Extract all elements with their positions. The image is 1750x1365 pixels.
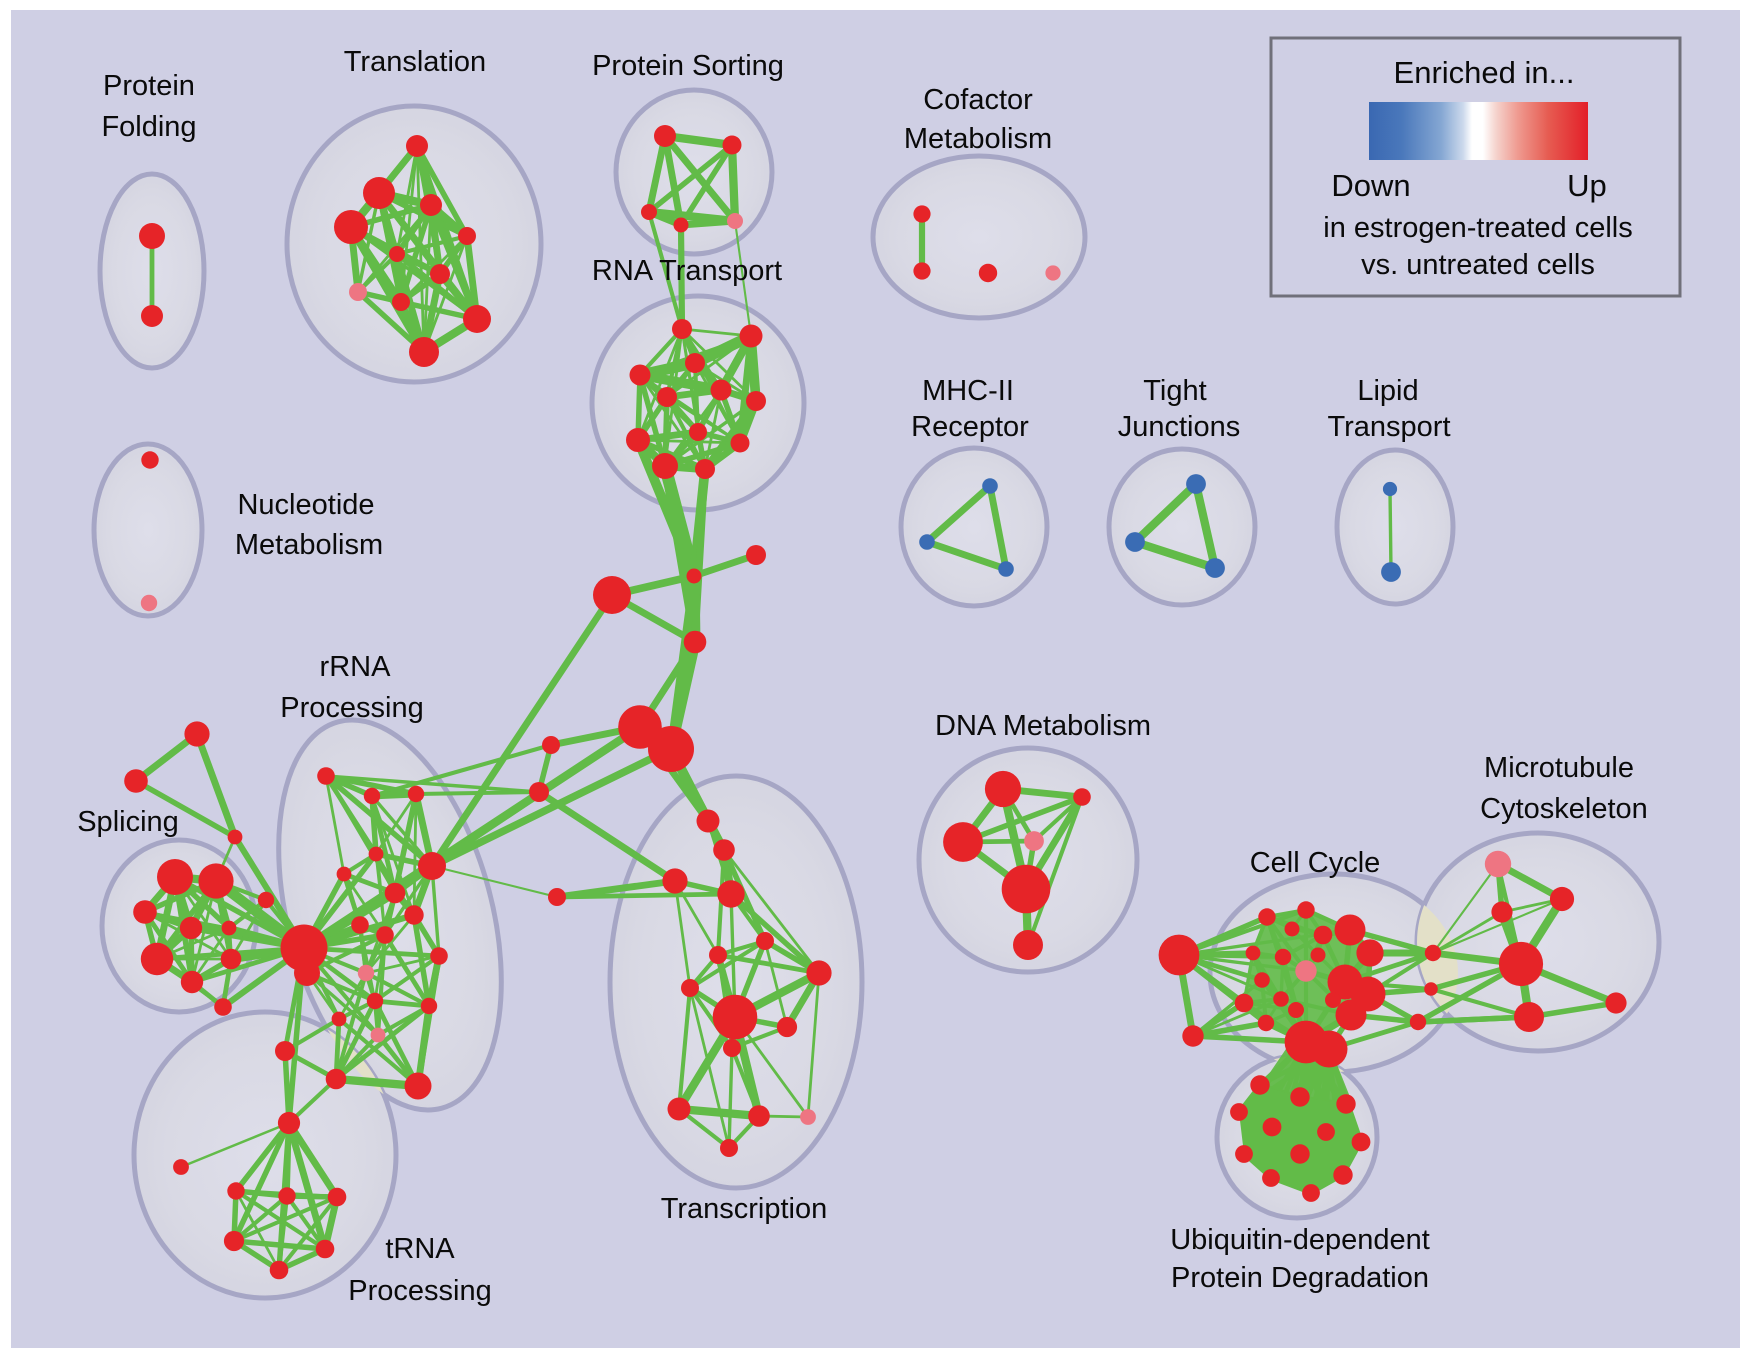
svg-text:DNA Metabolism: DNA Metabolism — [935, 710, 1151, 742]
svg-text:Processing: Processing — [348, 1275, 491, 1307]
svg-text:Junctions: Junctions — [1118, 411, 1241, 443]
svg-text:Transcription: Transcription — [661, 1193, 828, 1225]
svg-text:Cytoskeleton: Cytoskeleton — [1480, 793, 1648, 825]
svg-text:Transport: Transport — [1327, 411, 1450, 443]
svg-text:Folding: Folding — [101, 111, 196, 143]
svg-text:tRNA: tRNA — [385, 1233, 455, 1265]
svg-text:Ubiquitin-dependent: Ubiquitin-dependent — [1170, 1224, 1430, 1256]
svg-text:Protein: Protein — [103, 70, 195, 102]
svg-text:Receptor: Receptor — [911, 411, 1029, 443]
svg-text:Protein Degradation: Protein Degradation — [1171, 1262, 1429, 1294]
svg-text:in estrogen-treated cells: in estrogen-treated cells — [1323, 212, 1633, 244]
svg-text:MHC-II: MHC-II — [922, 375, 1014, 407]
svg-text:rRNA: rRNA — [320, 651, 392, 683]
svg-text:Tight: Tight — [1143, 375, 1206, 407]
svg-text:Splicing: Splicing — [77, 806, 179, 838]
svg-text:Cell Cycle: Cell Cycle — [1250, 847, 1381, 879]
svg-text:Enriched in...: Enriched in... — [1394, 55, 1575, 90]
svg-text:Up: Up — [1567, 168, 1607, 203]
svg-text:Cofactor: Cofactor — [923, 84, 1033, 116]
svg-text:Processing: Processing — [280, 692, 423, 724]
svg-text:Metabolism: Metabolism — [904, 123, 1052, 155]
svg-text:Lipid: Lipid — [1357, 375, 1418, 407]
svg-text:Metabolism: Metabolism — [235, 529, 383, 561]
svg-text:Translation: Translation — [344, 46, 486, 78]
svg-text:vs. untreated cells: vs. untreated cells — [1361, 249, 1595, 281]
svg-text:RNA Transport: RNA Transport — [592, 255, 782, 287]
svg-text:Down: Down — [1331, 168, 1410, 203]
svg-text:Microtubule: Microtubule — [1484, 752, 1634, 784]
svg-text:Nucleotide: Nucleotide — [237, 489, 374, 521]
svg-text:Protein Sorting: Protein Sorting — [592, 50, 784, 82]
